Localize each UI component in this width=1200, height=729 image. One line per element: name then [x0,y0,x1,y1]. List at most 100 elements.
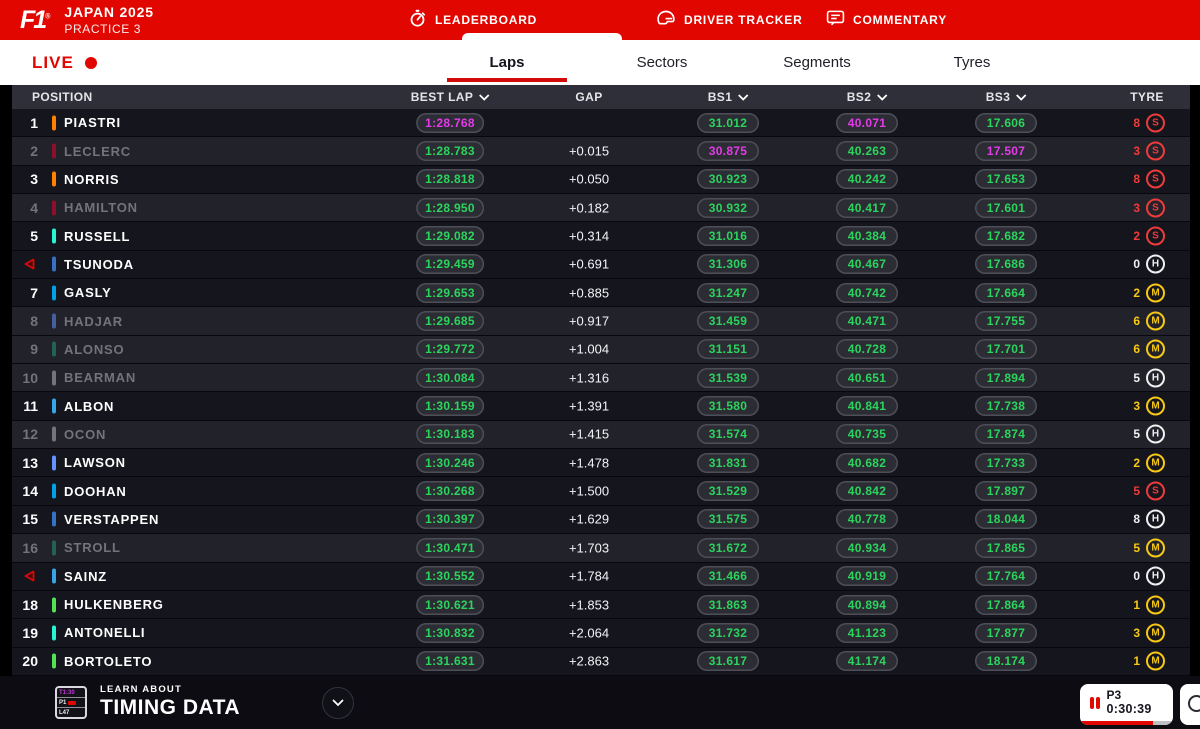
driver-name: TSUNODA [64,256,134,272]
table-row[interactable]: 1 PIASTRI 1:28.768 31.012 40.071 17.606 … [12,109,1190,138]
position-number: 13 [22,454,38,471]
gap-value: +1.391 [568,398,610,414]
tyre-laps-count: 0 [1133,257,1140,272]
best-lap-time: 1:30.552 [416,566,484,587]
driver-name: SAINZ [64,568,107,584]
table-row[interactable]: 3 NORRIS 1:28.818 +0.050 30.923 40.242 1… [12,165,1190,195]
sector1-time: 31.016 [697,226,759,247]
best-lap-time: 1:28.818 [416,169,484,190]
table-row[interactable]: 11 ALBON 1:30.159 +1.391 31.580 40.841 1… [12,392,1190,421]
driver-name: HAMILTON [64,200,138,216]
table-row[interactable]: 9 ALONSO 1:29.772 +1.004 31.151 40.728 1… [12,335,1190,365]
tyre-laps-count: 2 [1133,455,1140,470]
driver-name: NORRIS [64,171,120,187]
sector3-time: 18.044 [975,509,1037,530]
sector1-time: 31.617 [697,651,759,672]
sector2-time: 40.778 [836,509,898,530]
best-lap-time: 1:29.685 [416,311,484,332]
best-lap-time: 1:28.768 [416,112,484,133]
table-row[interactable]: 15 VERSTAPPEN 1:30.397 +1.629 31.575 40.… [12,505,1190,535]
sector3-time: 17.664 [975,282,1037,303]
sector1-time: 31.672 [697,537,759,558]
table-row[interactable]: 10 BEARMAN 1:30.084 +1.316 31.539 40.651… [12,364,1190,393]
tab-laps[interactable]: Laps [447,40,567,85]
sector1-time: 31.863 [697,594,759,615]
nav-driver-tracker[interactable]: DRIVER TRACKER [656,0,803,40]
best-lap-time: 1:31.631 [416,651,484,672]
tab-segments[interactable]: Segments [783,54,851,71]
team-color-bar [52,455,56,471]
session-timer-card[interactable]: P3 0:30:39 [1080,684,1173,725]
sector1-time: 31.732 [697,622,759,643]
sector3-time: 17.894 [975,367,1037,388]
trademark-symbol: ® [45,13,51,21]
mini-row-time: T1:30 [59,689,75,696]
table-row[interactable]: 13 LAWSON 1:30.246 +1.478 31.831 40.682 … [12,449,1190,478]
expand-button[interactable] [322,687,354,719]
sector3-time: 17.507 [975,141,1037,162]
tyre-compound-icon: M [1146,453,1165,473]
table-row[interactable]: SAINZ 1:30.552 +1.784 31.466 40.919 17.7… [12,562,1190,591]
team-color-bar [52,426,56,442]
table-row[interactable]: 18 HULKENBERG 1:30.621 +1.853 31.863 40.… [12,590,1190,620]
driver-head-icon [1188,695,1200,712]
team-color-bar [52,511,56,527]
sector2-time: 40.471 [836,311,898,332]
tyre-laps-count: 2 [1133,285,1140,300]
table-row[interactable]: 2 LECLERC 1:28.783 +0.015 30.875 40.263 … [12,137,1190,166]
table-row[interactable]: TSUNODA 1:29.459 +0.691 31.306 40.467 17… [12,250,1190,280]
sector2-time: 40.263 [836,141,898,162]
column-bs3[interactable]: BS3 [986,85,1027,109]
sector1-time: 31.580 [697,396,759,417]
table-row[interactable]: 20 BORTOLETO 1:31.631 +2.863 31.617 41.1… [12,647,1190,676]
tyre-compound-icon: S [1146,169,1165,189]
column-bs3-label: BS3 [985,90,1011,104]
driver-name: BEARMAN [64,370,137,386]
sector3-time: 17.755 [975,311,1037,332]
sector2-time: 40.682 [836,452,898,473]
sector2-time: 40.842 [836,481,898,502]
f1-logo: F1® [20,5,51,34]
brand: F1® JAPAN 2025 PRACTICE 3 [20,0,154,40]
tab-tyres[interactable]: Tyres [953,54,991,71]
table-row[interactable]: 14 DOOHAN 1:30.268 +1.500 31.529 40.842 … [12,477,1190,506]
column-bs1[interactable]: BS1 [708,85,749,109]
session-progress-bar [1080,721,1173,725]
best-lap-time: 1:29.459 [416,254,484,275]
team-color-bar [52,256,56,272]
column-bs2[interactable]: BS2 [847,85,888,109]
sector1-time: 31.151 [697,339,759,360]
table-row[interactable]: 5 RUSSELL 1:29.082 +0.314 31.016 40.384 … [12,222,1190,251]
tyre-compound-icon: S [1146,113,1165,133]
sector3-time: 17.738 [975,396,1037,417]
driver-name: HADJAR [64,313,123,329]
table-row[interactable]: 12 OCON 1:30.183 +1.415 31.574 40.735 17… [12,420,1190,450]
nav-commentary-label: COMMENTARY [853,13,947,27]
table-row[interactable]: 4 HAMILTON 1:28.950 +0.182 30.932 40.417… [12,194,1190,223]
side-widget-card[interactable] [1180,684,1200,725]
pause-icon [1090,696,1100,709]
tyre-laps-count: 5 [1133,484,1140,499]
nav-leaderboard[interactable]: LEADERBOARD [408,0,537,40]
driver-name: ALONSO [64,341,125,357]
sort-chevron-icon [1015,93,1026,101]
tab-sectors[interactable]: Sectors [636,54,688,71]
table-row[interactable]: 7 GASLY 1:29.653 +0.885 31.247 40.742 17… [12,279,1190,308]
mini-row-lap: L47 [57,707,85,717]
team-color-bar [52,568,56,584]
nav-commentary[interactable]: COMMENTARY [826,0,947,40]
position-number: 1 [30,114,38,131]
view-tabs: Laps Sectors Segments Tyres [447,40,1032,85]
table-row[interactable]: 8 HADJAR 1:29.685 +0.917 31.459 40.471 1… [12,307,1190,336]
sector1-time: 31.529 [697,481,759,502]
table-row[interactable]: 16 STROLL 1:30.471 +1.703 31.672 40.934 … [12,534,1190,563]
best-lap-time: 1:30.159 [416,396,484,417]
gap-value: +1.478 [568,455,610,471]
sector1-time: 31.247 [697,282,759,303]
sector2-time: 40.384 [836,226,898,247]
table-row[interactable]: 19 ANTONELLI 1:30.832 +2.064 31.732 41.1… [12,619,1190,648]
gap-value: +1.316 [568,370,610,386]
column-best-lap[interactable]: BEST LAP [411,85,490,109]
sector2-time: 40.919 [836,566,898,587]
sector1-time: 31.459 [697,311,759,332]
